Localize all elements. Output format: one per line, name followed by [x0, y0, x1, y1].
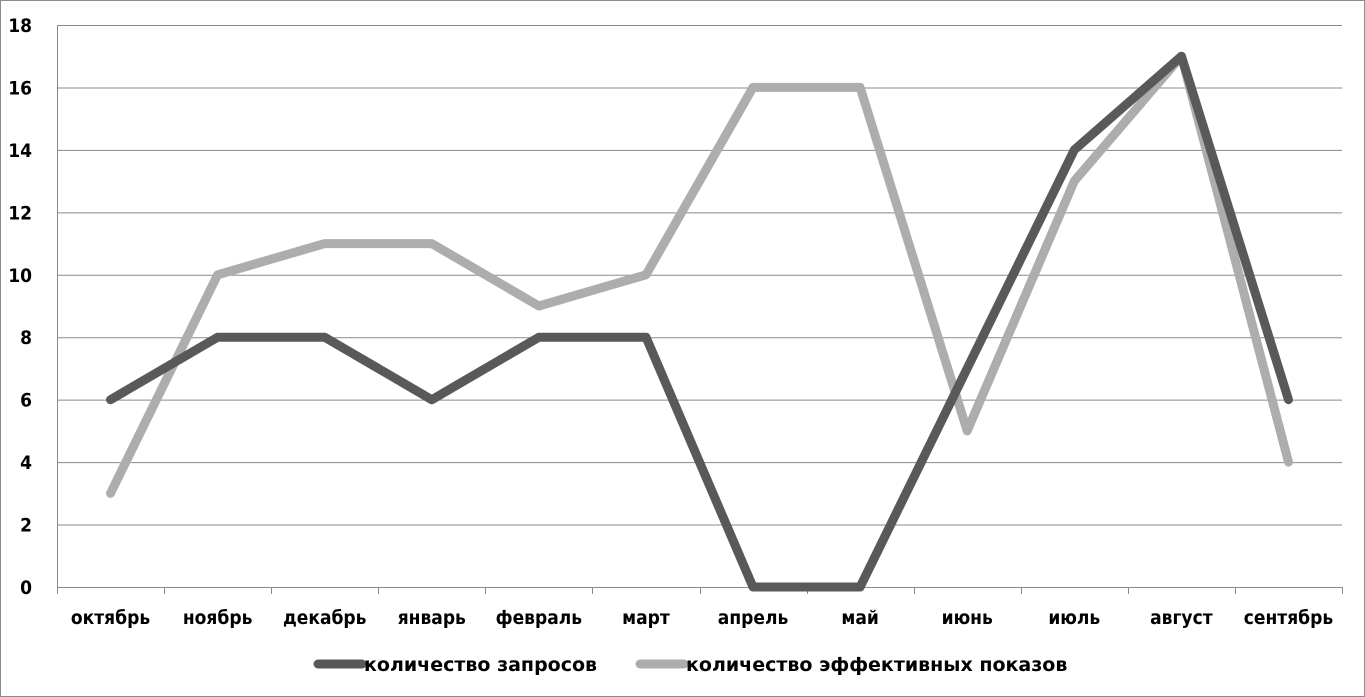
y-tick-label: 0: [20, 577, 32, 599]
y-tick-label: 14: [8, 140, 32, 162]
y-tick-label: 6: [20, 390, 32, 412]
x-tick-label: февраль: [496, 607, 583, 629]
x-tick-label: октябрь: [71, 607, 150, 629]
legend: количество запросов количество эффективны…: [313, 654, 1067, 676]
y-tick-label: 16: [8, 77, 32, 99]
y-tick-label: 2: [20, 515, 32, 537]
series-line-1: [106, 51, 1293, 592]
y-axis: 0 2 4 6 8 10 12 14 16 18: [8, 15, 58, 599]
y-tick-label: 12: [8, 202, 32, 224]
legend-label-2: количество эффективных показов: [686, 654, 1067, 676]
x-tick-label: май: [841, 607, 878, 629]
y-tick-label: 8: [20, 327, 32, 349]
x-axis: октябрь ноябрь декабрь январь февраль март апр…: [57, 587, 1343, 629]
series-lines: [106, 51, 1293, 592]
x-tick-label: ноябрь: [183, 607, 253, 629]
legend-label-1: количество запросов: [364, 654, 597, 676]
x-tick-label: июнь: [942, 607, 993, 629]
x-tick-label: апрель: [718, 607, 789, 629]
y-tick-label: 18: [8, 15, 32, 37]
x-tick-label: август: [1150, 607, 1213, 629]
y-tick-label: 4: [20, 452, 32, 474]
x-tick-label: июль: [1048, 607, 1100, 629]
y-tick-label: 10: [8, 265, 32, 287]
x-tick-label: сентябрь: [1244, 607, 1334, 629]
x-tick-label: январь: [398, 607, 466, 629]
series-line-2: [106, 51, 1293, 498]
x-tick-label: декабрь: [283, 607, 367, 629]
gridlines: [57, 25, 1342, 588]
x-tick-label: март: [622, 607, 670, 629]
